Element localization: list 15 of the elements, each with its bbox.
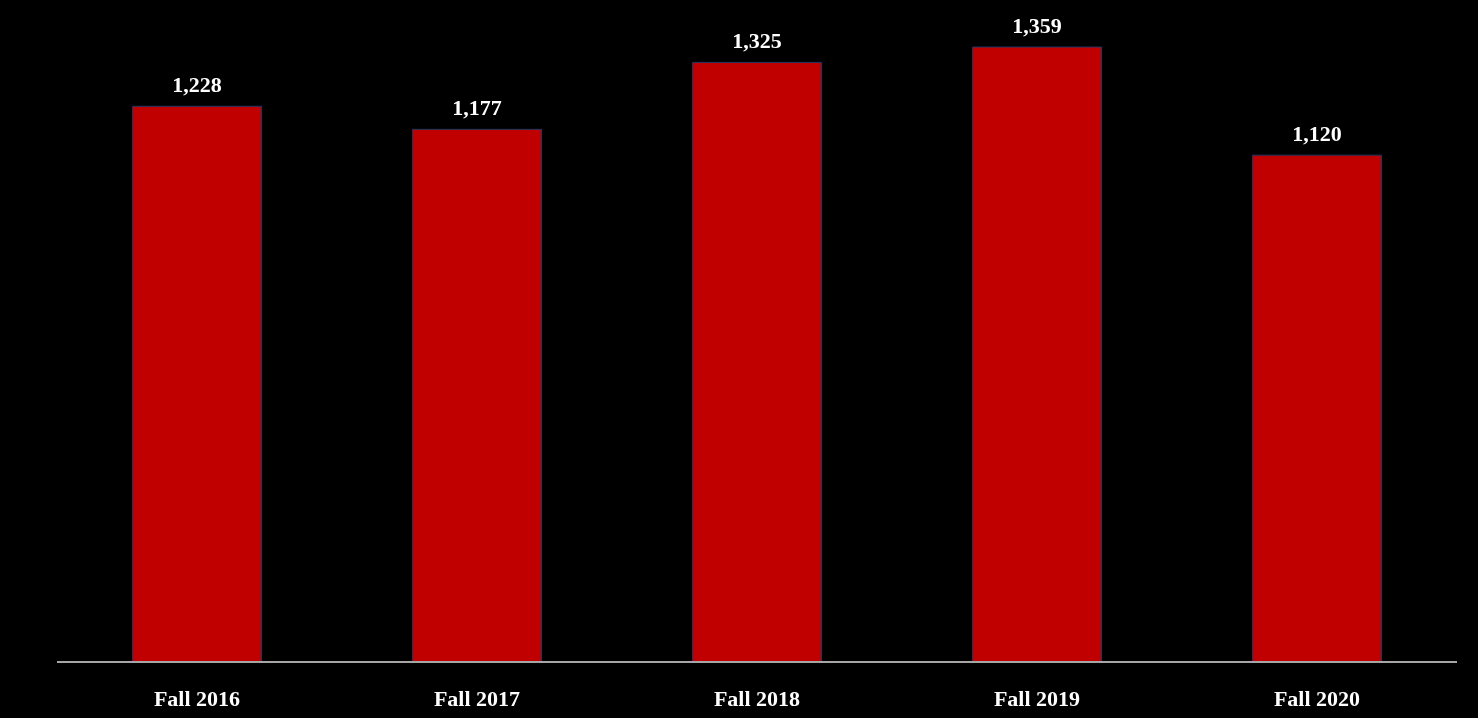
bar <box>1252 154 1383 663</box>
x-tick-label: Fall 2019 <box>993 685 1081 711</box>
data-label: 1,325 <box>732 28 782 54</box>
bar <box>132 105 263 663</box>
x-tick-label: Fall 2020 <box>1273 685 1361 711</box>
bar <box>412 128 543 663</box>
x-tick-label: Fall 2017 <box>433 685 521 711</box>
bar <box>972 46 1103 663</box>
data-label: 1,120 <box>1292 121 1342 147</box>
bar <box>692 61 823 663</box>
x-tick-label: Fall 2018 <box>713 685 801 711</box>
x-tick-label: Fall 2016 <box>153 685 241 711</box>
data-label: 1,177 <box>452 95 502 121</box>
data-label: 1,228 <box>172 72 222 98</box>
data-label: 1,359 <box>1012 13 1062 38</box>
